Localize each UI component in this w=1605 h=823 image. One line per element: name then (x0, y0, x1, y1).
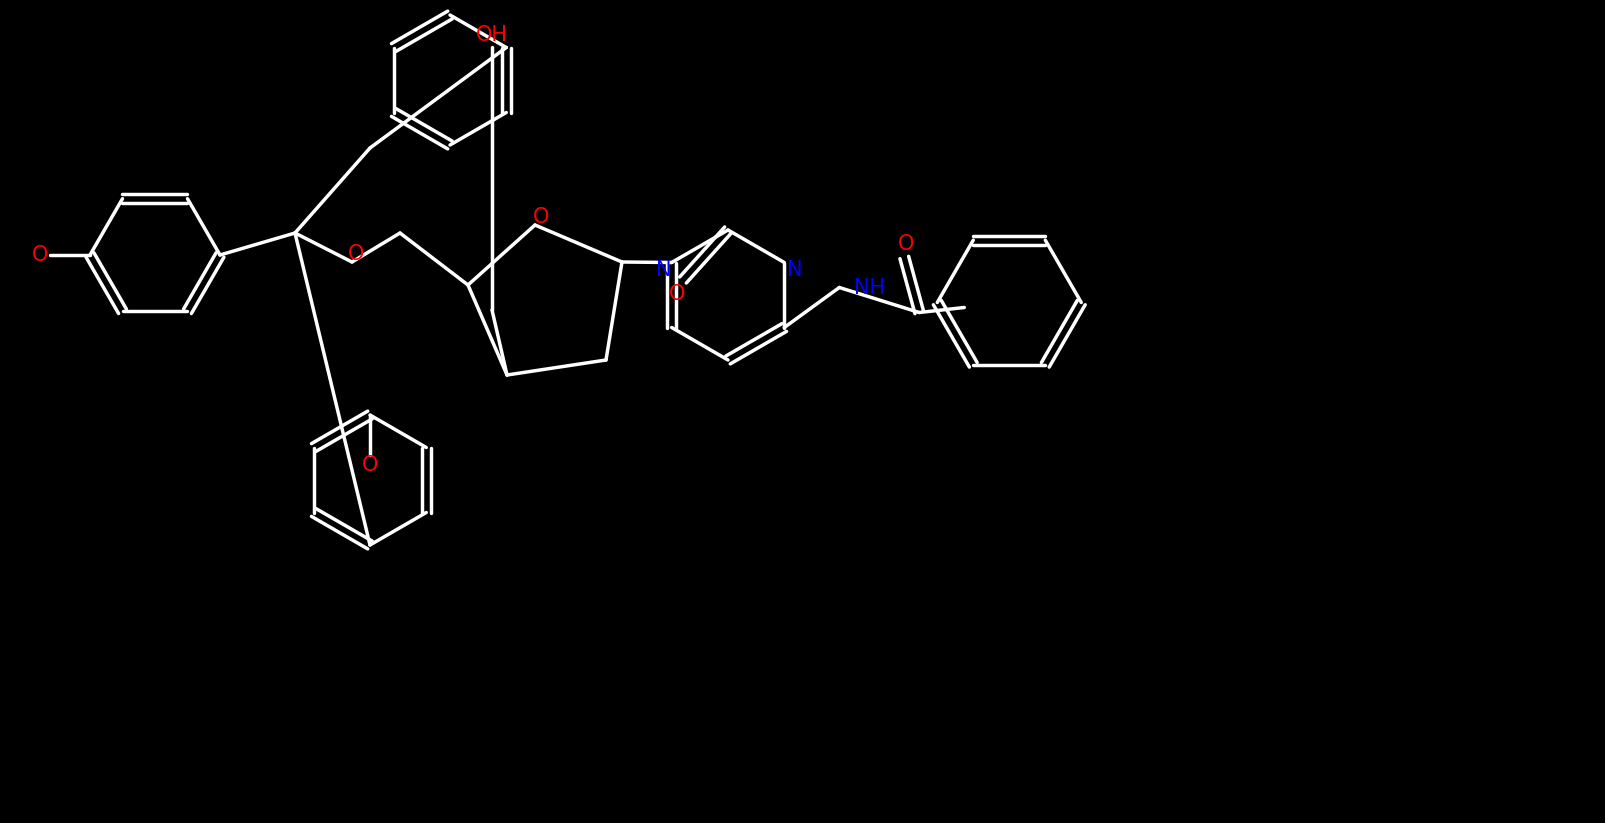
Text: O: O (32, 245, 48, 265)
Text: N: N (786, 261, 801, 281)
Text: O: O (361, 455, 377, 475)
Text: O: O (348, 244, 364, 264)
Text: O: O (897, 234, 913, 253)
Text: N: N (655, 261, 671, 281)
Text: O: O (533, 207, 549, 227)
Text: OH: OH (475, 25, 507, 45)
Text: O: O (668, 284, 685, 304)
Text: NH: NH (854, 277, 884, 297)
